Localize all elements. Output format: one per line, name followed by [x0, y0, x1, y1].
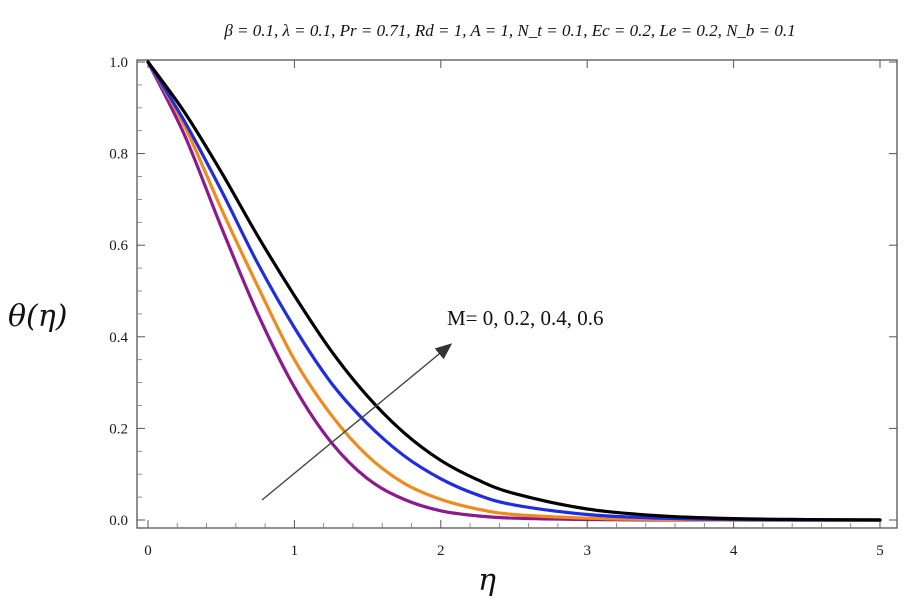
plot-frame	[136, 59, 898, 529]
annotation-label: M= 0, 0.2, 0.4, 0.6	[447, 306, 604, 330]
x-tick-label: 5	[876, 543, 884, 559]
y-tick-label: 0.2	[109, 421, 128, 437]
y-tick-label: 0.4	[109, 330, 128, 346]
y-tick-label: 0.8	[109, 147, 128, 163]
x-tick-label: 0	[144, 543, 152, 559]
annotation-arrow	[261, 343, 453, 501]
series-line-0	[146, 60, 882, 522]
x-tick-label: 3	[583, 543, 591, 559]
y-tick-label: 0.6	[109, 238, 128, 254]
chart-title: β = 0.1, λ = 0.1, Pr = 0.71, Rd = 1, A =…	[223, 21, 795, 40]
y-axis-label: θ(η)	[8, 299, 67, 334]
series-line-3	[146, 60, 882, 522]
x-tick-label: 4	[730, 543, 738, 559]
y-tick-label: 0.0	[109, 513, 128, 529]
x-tick-label: 1	[291, 543, 299, 559]
x-tick-label: 2	[437, 543, 445, 559]
curves	[146, 60, 882, 522]
y-tick-label: 1.0	[109, 55, 128, 71]
series-line-2	[146, 60, 882, 522]
x-axis-label: η	[478, 563, 496, 598]
series-line-1	[146, 60, 882, 522]
